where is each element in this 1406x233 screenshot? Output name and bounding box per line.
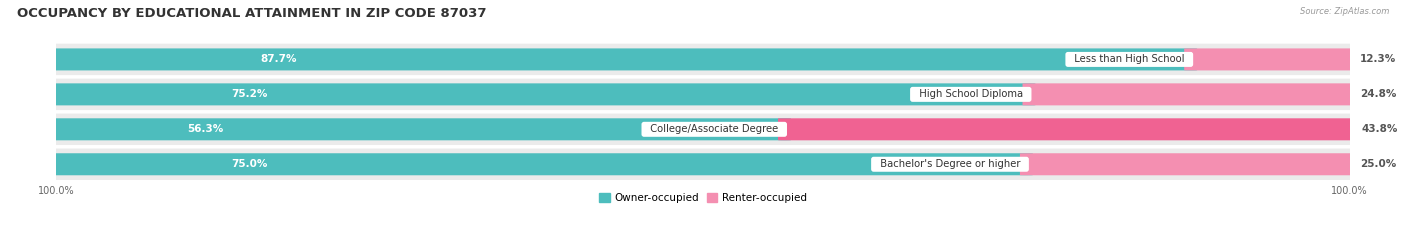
FancyBboxPatch shape bbox=[49, 118, 792, 140]
Text: 75.0%: 75.0% bbox=[231, 159, 267, 169]
Text: High School Diploma: High School Diploma bbox=[912, 89, 1029, 99]
Legend: Owner-occupied, Renter-occupied: Owner-occupied, Renter-occupied bbox=[595, 189, 811, 207]
Text: College/Associate Degree: College/Associate Degree bbox=[644, 124, 785, 134]
FancyBboxPatch shape bbox=[1019, 153, 1357, 175]
FancyBboxPatch shape bbox=[49, 83, 1035, 105]
FancyBboxPatch shape bbox=[44, 114, 1362, 145]
FancyBboxPatch shape bbox=[44, 44, 1362, 75]
FancyBboxPatch shape bbox=[44, 149, 1362, 180]
FancyBboxPatch shape bbox=[44, 79, 1362, 110]
Text: 87.7%: 87.7% bbox=[260, 55, 297, 64]
Text: 12.3%: 12.3% bbox=[1360, 55, 1396, 64]
Text: OCCUPANCY BY EDUCATIONAL ATTAINMENT IN ZIP CODE 87037: OCCUPANCY BY EDUCATIONAL ATTAINMENT IN Z… bbox=[17, 7, 486, 20]
Text: Source: ZipAtlas.com: Source: ZipAtlas.com bbox=[1299, 7, 1389, 16]
Text: 24.8%: 24.8% bbox=[1360, 89, 1396, 99]
FancyBboxPatch shape bbox=[49, 48, 1197, 70]
FancyBboxPatch shape bbox=[778, 118, 1358, 140]
Text: 43.8%: 43.8% bbox=[1361, 124, 1398, 134]
Text: 25.0%: 25.0% bbox=[1360, 159, 1396, 169]
FancyBboxPatch shape bbox=[49, 153, 1033, 175]
FancyBboxPatch shape bbox=[1022, 83, 1357, 105]
Text: 75.2%: 75.2% bbox=[232, 89, 267, 99]
Text: Less than High School: Less than High School bbox=[1069, 55, 1191, 64]
Text: Bachelor's Degree or higher: Bachelor's Degree or higher bbox=[873, 159, 1026, 169]
FancyBboxPatch shape bbox=[1184, 48, 1357, 70]
Text: 56.3%: 56.3% bbox=[187, 124, 224, 134]
